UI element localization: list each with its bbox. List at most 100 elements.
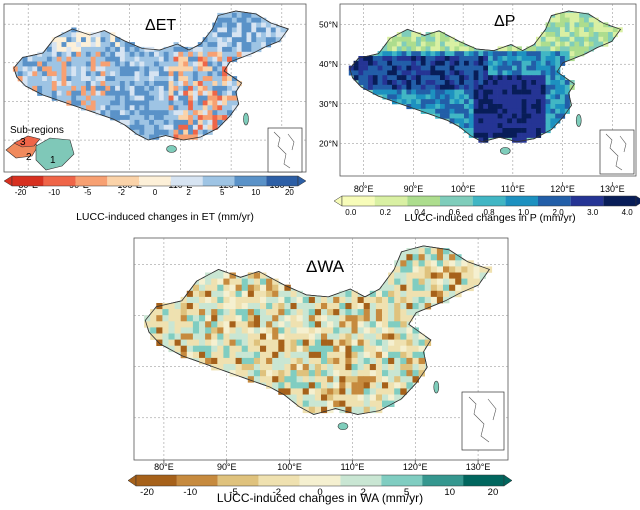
p-islands bbox=[499, 114, 582, 155]
wa-cells bbox=[144, 248, 493, 414]
p-colorbar-swatch-3 bbox=[440, 196, 473, 206]
p-lat-tick-0: 50°N bbox=[319, 20, 338, 30]
wa-lon-tick-4: 120°E bbox=[403, 462, 428, 472]
subregions-inset: Sub-regions 3 2 1 bbox=[5, 125, 75, 171]
wa-colorbar-swatch-7 bbox=[422, 475, 464, 486]
wa-lon-ticks: 80°E 90°E 100°E 110°E 120°E 130°E bbox=[154, 460, 490, 472]
wa-colorbar-swatch-4 bbox=[299, 475, 341, 486]
wa-lon-tick-0: 80°E bbox=[154, 462, 174, 472]
et-colorbar-tick-4: 0 bbox=[153, 188, 158, 197]
et-colorbar-tick-7: 10 bbox=[251, 188, 260, 197]
subregion-1-label: 1 bbox=[50, 155, 56, 166]
et-colorbar-high-arrow bbox=[297, 175, 307, 187]
subregions-label: Sub-regions bbox=[10, 125, 64, 136]
wa-map-svg: ΔWA 80°E 90°E 100°E 110°E 120°E 130°E -20 -10 -… bbox=[127, 237, 513, 505]
p-lon-tick-3: 110°E bbox=[501, 184, 525, 194]
p-map-svg: ΔP 50°N 40°N 30°N 20°N 80°E 90°E 100°E 110°E 12… bbox=[319, 3, 640, 224]
subregion-3-label: 3 bbox=[20, 137, 26, 148]
et-title: ΔET bbox=[145, 17, 176, 34]
wa-lon-tick-3: 110°E bbox=[340, 462, 364, 472]
wa-colorbar-swatch-0 bbox=[136, 475, 177, 486]
p-lon-tick-2: 100°E bbox=[451, 184, 476, 194]
p-colorbar-swatch-1 bbox=[374, 196, 408, 206]
p-lon-ticks: 80°E 90°E 100°E 110°E 120°E 130°E bbox=[354, 182, 625, 194]
wa-islands bbox=[337, 380, 440, 431]
et-colorbar-swatch-8 bbox=[266, 176, 298, 186]
wa-scs-inset bbox=[461, 391, 505, 451]
et-colorbar-label: LUCC-induced changes in ET (mm/yr) bbox=[76, 211, 254, 223]
et-colorbar-low-arrow bbox=[3, 175, 13, 187]
p-colorbar-swatch-0 bbox=[342, 196, 375, 206]
wa-colorbar: -20 -10 -5 -2 0 2 5 10 20 bbox=[127, 474, 513, 498]
et-colorbar-tick-0: -20 bbox=[15, 188, 27, 197]
p-china-border bbox=[349, 10, 622, 143]
et-colorbar-tick-3: -2 bbox=[118, 188, 126, 197]
wa-lon-tick-5: 130°E bbox=[466, 462, 491, 472]
p-lat-tick-3: 20°N bbox=[319, 138, 338, 148]
p-lat-tick-2: 30°N bbox=[319, 99, 338, 109]
p-cells bbox=[348, 12, 623, 143]
p-lon-tick-0: 80°E bbox=[354, 184, 374, 194]
subregion-3-shape bbox=[13, 135, 41, 148]
et-scs-inset bbox=[267, 127, 303, 173]
p-lat-tick-1: 40°N bbox=[319, 59, 338, 69]
et-colorbar-swatch-5 bbox=[170, 176, 203, 186]
wa-colorbar-swatch-2 bbox=[217, 475, 259, 486]
p-colorbar-swatch-5 bbox=[505, 196, 538, 206]
wa-colorbar-swatch-8 bbox=[463, 475, 504, 486]
wa-colorbar-label: LUCC-induced changes in WA (mm/yr) bbox=[217, 491, 423, 505]
p-colorbar-tick-4: 0.8 bbox=[483, 208, 495, 217]
et-colorbar-tick-8: 20 bbox=[285, 188, 294, 197]
et-colorbar-swatch-4 bbox=[139, 176, 171, 186]
panel-wa: ΔWA 80°E 90°E 100°E 110°E 120°E 130°E -20 -10 -… bbox=[124, 232, 516, 505]
et-colorbar-tick-5: 2 bbox=[186, 188, 191, 197]
wa-lon-tick-2: 100°E bbox=[277, 462, 302, 472]
et-colorbar-tick-6: 5 bbox=[220, 188, 225, 197]
wa-colorbar-tick-0: -20 bbox=[140, 487, 154, 498]
p-scs-inset bbox=[599, 129, 635, 175]
et-cells bbox=[12, 12, 286, 140]
p-colorbar-tick-6: 2.0 bbox=[553, 208, 565, 217]
p-colorbar-tick-8: 4.0 bbox=[622, 208, 634, 217]
p-colorbar-swatch-8 bbox=[603, 196, 636, 206]
p-colorbar-tick-5: 1.0 bbox=[518, 208, 530, 217]
wa-title: ΔWA bbox=[306, 257, 345, 276]
panel-et: ΔET Sub-regions 3 2 1 80°E90°E100°E110°E… bbox=[0, 0, 310, 225]
panel-p: ΔP 50°N 40°N 30°N 20°N 80°E 90°E 100°E 110°E 12… bbox=[318, 0, 640, 225]
wa-colorbar-swatch-3 bbox=[258, 475, 300, 486]
wa-colorbar-tick-7: 10 bbox=[444, 487, 455, 498]
p-colorbar-tick-0: 0.0 bbox=[345, 208, 357, 217]
p-colorbar-tick-2: 0.4 bbox=[414, 208, 426, 217]
p-colorbar-tick-3: 0.6 bbox=[449, 208, 461, 217]
p-colorbar-label: LUCC-induced changes in P (mm/yr) bbox=[404, 212, 575, 224]
p-lon-tick-4: 120°E bbox=[550, 184, 575, 194]
subregion-2-label: 2 bbox=[26, 152, 32, 163]
wa-colorbar-low-arrow bbox=[127, 474, 137, 487]
et-map-svg: ΔET Sub-regions 3 2 1 80°E90°E100°E110°E… bbox=[3, 3, 307, 223]
p-lat-ticks: 50°N 40°N 30°N 20°N bbox=[319, 20, 338, 149]
et-colorbar-tick-2: -5 bbox=[84, 188, 92, 197]
p-lon-tick-1: 90°E bbox=[404, 184, 424, 194]
et-colorbar-tick-1: -10 bbox=[48, 188, 60, 197]
et-colorbar: -20 -10 -5 -2 0 2 5 10 20 bbox=[3, 175, 307, 197]
wa-colorbar-high-arrow bbox=[503, 474, 513, 487]
wa-colorbar-tick-3: -2 bbox=[273, 487, 281, 498]
wa-colorbar-swatch-5 bbox=[340, 475, 382, 486]
wa-colorbar-tick-1: -10 bbox=[183, 487, 197, 498]
p-colorbar-low-arrow bbox=[333, 195, 343, 207]
wa-colorbar-swatch-6 bbox=[381, 475, 423, 486]
wa-colorbar-tick-5: 2 bbox=[361, 487, 366, 498]
wa-colorbar-tick-6: 5 bbox=[404, 487, 409, 498]
wa-china-border bbox=[144, 245, 491, 415]
et-colorbar-swatch-0 bbox=[12, 176, 44, 186]
wa-lon-tick-1: 90°E bbox=[217, 462, 237, 472]
p-colorbar-high-arrow bbox=[635, 195, 640, 207]
subregion-1-shape bbox=[35, 137, 75, 171]
et-china-border bbox=[13, 10, 289, 141]
p-colorbar-swatch-2 bbox=[407, 196, 440, 206]
et-colorbar-swatch-3 bbox=[107, 176, 140, 186]
et-colorbar-swatch-2 bbox=[75, 176, 108, 186]
p-colorbar: 0.0 0.2 0.4 0.6 0.8 1.0 2.0 3.0 4.0 bbox=[333, 195, 640, 217]
p-colorbar-swatch-4 bbox=[472, 196, 506, 206]
p-colorbar-tick-1: 0.2 bbox=[380, 208, 392, 217]
